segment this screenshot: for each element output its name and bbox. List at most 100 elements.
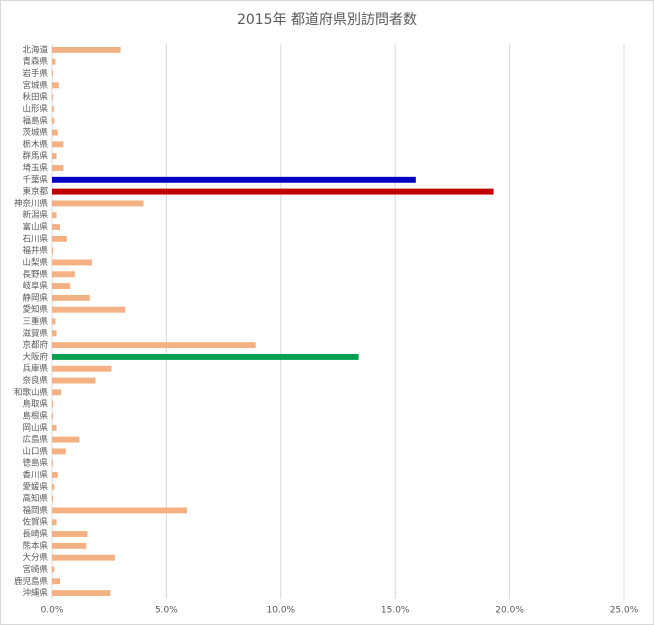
y-tick-label: 和歌山県	[14, 387, 49, 398]
x-tick-label: 0.0%	[41, 606, 64, 616]
bar	[52, 495, 54, 502]
bar	[52, 259, 93, 266]
y-tick-label: 埼玉県	[22, 162, 48, 173]
bar	[52, 94, 54, 101]
y-tick-label: 鳥取県	[22, 399, 48, 410]
bar	[52, 448, 66, 455]
y-tick-label: 京都府	[22, 340, 48, 351]
y-tick-label: 香川県	[22, 470, 48, 481]
y-tick-label: 東京都	[22, 186, 48, 197]
y-tick-label: 岐阜県	[22, 281, 48, 292]
x-tick-label: 5.0%	[155, 606, 178, 616]
bar	[52, 365, 112, 372]
chart-title: 2015年 都道府県別訪問者数	[237, 12, 417, 28]
bar	[52, 212, 57, 219]
y-tick-label: 群馬県	[22, 151, 48, 162]
y-tick-label: 福島県	[22, 115, 48, 126]
y-tick-label: 福岡県	[22, 505, 48, 516]
bar	[52, 330, 57, 337]
bar	[52, 117, 55, 124]
y-tick-label: 山口県	[22, 446, 48, 457]
bar	[52, 401, 54, 408]
y-tick-label: 大分県	[22, 552, 48, 563]
y-tick-label: 長崎県	[22, 529, 48, 540]
y-tick-label: 宮崎県	[22, 564, 48, 575]
x-tick-label: 25.0%	[610, 606, 639, 616]
bar	[52, 306, 126, 313]
bar	[52, 247, 54, 254]
bar	[52, 424, 57, 431]
y-tick-label: 茨城県	[22, 127, 48, 138]
bar	[52, 578, 61, 585]
bar	[52, 82, 59, 89]
bar	[52, 129, 58, 136]
bar	[52, 271, 75, 278]
y-tick-label: 北海道	[22, 44, 48, 55]
bar	[52, 413, 54, 419]
bar	[52, 105, 54, 112]
bar	[52, 165, 64, 171]
y-tick-label: 長野県	[22, 270, 48, 280]
y-tick-label: 島根県	[22, 410, 48, 421]
y-tick-label: 愛媛県	[22, 481, 48, 492]
bar	[52, 283, 71, 290]
y-tick-label: 岡山県	[22, 422, 48, 433]
y-tick-label: 岩手県	[22, 68, 48, 79]
y-tick-label: 石川県	[22, 234, 48, 244]
bar	[52, 542, 87, 549]
y-tick-label: 兵庫県	[22, 363, 48, 374]
y-tick-label: 秋田県	[22, 92, 48, 103]
bar	[52, 531, 88, 538]
x-tick-label: 20.0%	[495, 606, 524, 616]
bar	[52, 58, 56, 65]
bar	[52, 224, 61, 230]
x-tick-label: 10.0%	[267, 606, 296, 616]
bar	[52, 519, 57, 526]
y-tick-label: 静岡県	[22, 292, 48, 303]
bar	[52, 460, 54, 467]
y-tick-label: 青森県	[22, 56, 48, 67]
bar	[52, 235, 67, 242]
y-tick-label: 徳島県	[22, 458, 48, 469]
bar	[52, 566, 55, 573]
y-tick-label: 宮城県	[22, 80, 48, 91]
bar	[52, 318, 56, 325]
y-tick-label: 栃木県	[22, 139, 48, 150]
y-tick-label: 沖縄県	[22, 588, 48, 599]
bar	[52, 70, 54, 77]
bar	[52, 472, 58, 478]
y-tick-label: 奈良県	[22, 375, 48, 386]
y-tick-label: 新潟県	[22, 210, 48, 221]
y-tick-label: 佐賀県	[22, 517, 48, 528]
y-tick-label: 鹿児島県	[14, 576, 49, 587]
y-tick-label: 山梨県	[22, 257, 48, 268]
bar	[52, 342, 256, 349]
bar	[52, 141, 64, 148]
y-tick-label: 神奈川県	[14, 198, 49, 209]
bar	[52, 294, 90, 301]
y-tick-label: 福井県	[22, 245, 48, 256]
y-tick-label: 山形県	[22, 103, 48, 114]
bar	[52, 483, 55, 490]
bar	[52, 353, 359, 360]
y-tick-label: 富山県	[22, 222, 48, 233]
bar	[52, 554, 115, 561]
y-tick-label: 広島県	[22, 434, 48, 445]
bar	[52, 590, 111, 597]
bar	[52, 389, 62, 396]
x-tick-label: 15.0%	[381, 606, 410, 616]
bar	[52, 46, 121, 53]
bar	[52, 377, 96, 384]
y-tick-label: 大阪府	[22, 351, 48, 362]
y-tick-label: 滋賀県	[22, 328, 48, 339]
y-tick-label: 三重県	[22, 316, 48, 327]
y-tick-label: 高知県	[22, 493, 48, 504]
bar	[52, 507, 187, 514]
y-tick-label: 愛知県	[22, 304, 48, 315]
y-tick-label: 千葉県	[22, 174, 48, 185]
bar	[52, 153, 57, 160]
bar	[52, 200, 144, 207]
bar	[52, 176, 416, 183]
bar	[52, 188, 494, 195]
